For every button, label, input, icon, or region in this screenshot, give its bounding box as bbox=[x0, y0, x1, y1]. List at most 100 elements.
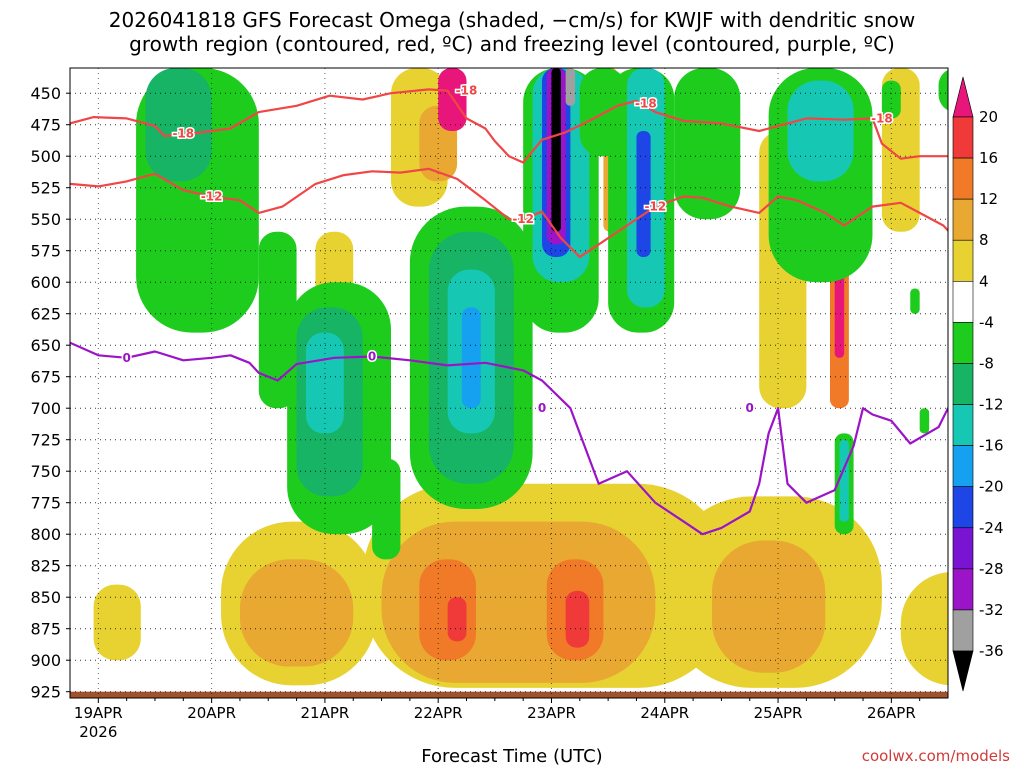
colorbar-bin-12 bbox=[952, 568, 974, 611]
colorbar-bin-9 bbox=[952, 445, 974, 487]
colorbar-label-13: -36 bbox=[979, 642, 1004, 660]
omega-cell-10 bbox=[711, 540, 826, 673]
contour-label-minus18-0: -18 bbox=[172, 127, 194, 141]
colorbar-label-1: 16 bbox=[979, 149, 998, 167]
y-tick-label-500: 500 bbox=[30, 147, 61, 166]
source-credit: coolwx.com/models bbox=[861, 747, 1010, 765]
y-tick-label-550: 550 bbox=[30, 210, 61, 229]
contour-label-minus18-3: -18 bbox=[871, 111, 893, 125]
y-tick-label-625: 625 bbox=[30, 305, 61, 324]
omega-cell-49 bbox=[636, 131, 651, 257]
contour-line-minus18 bbox=[70, 88, 948, 164]
contour-label-zero-2: 0 bbox=[538, 401, 546, 415]
colorbar-label-8: -16 bbox=[979, 437, 1004, 455]
chart-title-line1: 2026041818 GFS Forecast Omega (shaded, −… bbox=[108, 8, 916, 32]
y-tick-label-650: 650 bbox=[30, 336, 61, 355]
omega-cell-59 bbox=[919, 408, 930, 434]
contour-label-minus12-0: -12 bbox=[201, 190, 223, 204]
colorbar-label-12: -32 bbox=[979, 601, 1004, 619]
y-tick-label-800: 800 bbox=[30, 525, 61, 544]
colorbar-bin-10 bbox=[952, 486, 974, 529]
colorbar-bin-8 bbox=[952, 404, 974, 446]
colorbar-label-10: -24 bbox=[979, 519, 1004, 537]
x-tick-label-22APR: 22APR bbox=[414, 704, 463, 722]
contour-line-zero bbox=[70, 341, 948, 536]
omega-cell-52 bbox=[787, 80, 854, 182]
y-tick-label-700: 700 bbox=[30, 399, 61, 418]
omega-cell-56 bbox=[839, 439, 849, 522]
contour-label-zero-1: 0 bbox=[368, 350, 376, 364]
omega-cell-2 bbox=[239, 559, 354, 667]
colorbar-bin-13 bbox=[952, 609, 974, 652]
x-tick-label-25APR: 25APR bbox=[754, 704, 803, 722]
omega-cell-54 bbox=[881, 80, 901, 119]
contour-label-minus18-1: -18 bbox=[456, 84, 478, 98]
dotted-grid bbox=[70, 68, 948, 698]
plot-frame bbox=[69, 67, 949, 699]
omega-cell-0 bbox=[93, 584, 141, 661]
x-tick-label-19APR: 19APR bbox=[74, 704, 123, 722]
x-tick-label-23APR: 23APR bbox=[527, 704, 576, 722]
colorbar-label-2: 12 bbox=[979, 190, 998, 208]
ground-band bbox=[70, 691, 948, 698]
contour-label-zero-3: 0 bbox=[746, 401, 754, 415]
contour-line-minus12 bbox=[70, 167, 948, 259]
y-tick-label-600: 600 bbox=[30, 273, 61, 292]
colorbar-label-11: -28 bbox=[979, 560, 1004, 578]
y-tick-label-725: 725 bbox=[30, 431, 61, 450]
omega-cell-39 bbox=[461, 307, 481, 409]
y-tick-label-850: 850 bbox=[30, 588, 61, 607]
colorbar-bin-2 bbox=[952, 157, 974, 200]
omega-cell-35 bbox=[372, 458, 401, 560]
y-tick-label-875: 875 bbox=[30, 620, 61, 639]
pressure-axis: 450 475 500 525 550 575 600 625 650 675 700 725 750 7… bbox=[30, 84, 70, 702]
contour-label-minus18-2: -18 bbox=[635, 96, 657, 110]
y-tick-label-825: 825 bbox=[30, 557, 61, 576]
colorbar-label-4: 4 bbox=[979, 272, 989, 290]
colorbar-bin-3 bbox=[952, 198, 974, 241]
colorbar-label-9: -20 bbox=[979, 478, 1004, 496]
omega-cell-45 bbox=[565, 68, 576, 106]
omega-shading bbox=[93, 68, 948, 688]
colorbar-bin-6 bbox=[952, 322, 974, 364]
chart-title-line2: growth region (contoured, red, ºC) and f… bbox=[129, 32, 895, 56]
colorbar-bin-7 bbox=[952, 363, 974, 405]
y-tick-label-575: 575 bbox=[30, 242, 61, 261]
colorbar-legend: 20 16 12 8 4 -4 -8 -12 -16 -20 -24 -28 -32 -36 bbox=[952, 76, 1004, 692]
colorbar-bin-5 bbox=[952, 281, 974, 323]
contour-label-zero-0: 0 bbox=[122, 351, 130, 365]
omega-cell-58 bbox=[910, 288, 920, 314]
time-axis: 19APR 20APR 21APR 22APR 23APR 24APR 25APR 26APR… bbox=[74, 698, 921, 741]
omega-cell-6 bbox=[447, 597, 467, 642]
y-tick-label-475: 475 bbox=[30, 116, 61, 135]
x-axis-title: Forecast Time (UTC) bbox=[421, 746, 603, 767]
colorbar-label-0: 20 bbox=[979, 108, 998, 126]
y-tick-label-675: 675 bbox=[30, 368, 61, 387]
omega-cell-30 bbox=[145, 68, 212, 182]
y-tick-label-925: 925 bbox=[30, 683, 61, 702]
colorbar-bin-1 bbox=[952, 116, 974, 159]
colorbar-bottom-arrow bbox=[952, 650, 974, 692]
y-tick-label-750: 750 bbox=[30, 462, 61, 481]
colorbar-bin-4 bbox=[952, 239, 974, 282]
colorbar-bin-11 bbox=[952, 527, 974, 570]
colorbar-label-3: 8 bbox=[979, 231, 989, 249]
omega-cell-11 bbox=[900, 572, 948, 686]
y-tick-label-775: 775 bbox=[30, 494, 61, 513]
colorbar-top-arrow bbox=[952, 76, 974, 118]
ground-terrain bbox=[70, 691, 948, 698]
x-year-label: 2026 bbox=[79, 723, 117, 741]
colorbar-label-7: -12 bbox=[979, 396, 1004, 414]
omega-cell-53 bbox=[938, 69, 948, 111]
contour-label-minus12-1: -12 bbox=[512, 212, 534, 226]
x-tick-label-21APR: 21APR bbox=[300, 704, 349, 722]
contour-label-minus12-2: -12 bbox=[644, 200, 666, 214]
omega-cell-50 bbox=[674, 68, 741, 220]
x-tick-label-26APR: 26APR bbox=[867, 704, 916, 722]
colorbar-label-5: -4 bbox=[979, 313, 994, 331]
y-tick-label-525: 525 bbox=[30, 179, 61, 198]
y-tick-label-450: 450 bbox=[30, 84, 61, 103]
x-tick-label-20APR: 20APR bbox=[187, 704, 236, 722]
